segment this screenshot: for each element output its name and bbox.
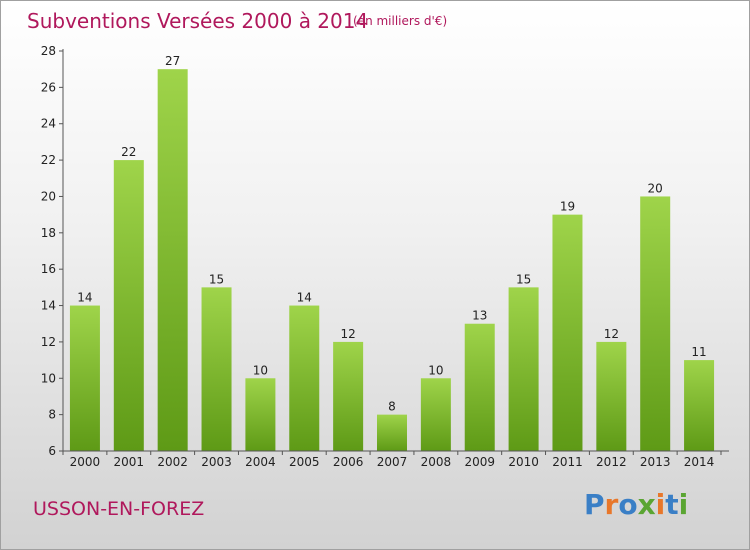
bar-2013 <box>640 196 671 451</box>
bar-2008 <box>420 378 451 451</box>
bar-2014 <box>684 360 715 451</box>
logo-letter: t <box>665 488 679 521</box>
bar-2003 <box>201 287 232 451</box>
logo-letter: x <box>637 488 656 521</box>
data-label: 8 <box>388 400 396 414</box>
bar-2006 <box>333 341 364 451</box>
bar-2010 <box>508 287 539 451</box>
x-tick-label: 2002 <box>157 455 188 469</box>
data-label: 10 <box>428 363 443 377</box>
x-tick-label: 2013 <box>640 455 671 469</box>
data-label: 10 <box>253 363 268 377</box>
data-label: 14 <box>297 291 312 305</box>
logo-letter: P <box>584 488 605 521</box>
bar-2011 <box>552 214 583 451</box>
x-tick-label: 2010 <box>508 455 539 469</box>
bar-2009 <box>464 323 495 451</box>
data-label: 20 <box>648 181 663 195</box>
y-tick-label: 22 <box>41 153 56 167</box>
bar-2001 <box>113 160 144 451</box>
data-label: 14 <box>77 291 92 305</box>
y-tick-label: 8 <box>48 408 56 422</box>
y-tick-label: 24 <box>41 117 56 131</box>
data-label: 15 <box>516 272 531 286</box>
x-tick-label: 2004 <box>245 455 276 469</box>
logo-letter: o <box>618 488 638 521</box>
y-tick-label: 20 <box>41 189 56 203</box>
bar-2002 <box>157 69 188 451</box>
y-tick-label: 14 <box>41 299 56 313</box>
bar-2000 <box>69 305 100 451</box>
commune-name: USSON-EN-FOREZ <box>33 498 205 520</box>
data-label: 11 <box>691 345 706 359</box>
chart-title: Subventions Versées 2000 à 2014 <box>27 9 369 33</box>
bar-2005 <box>289 305 320 451</box>
logo-letter: i <box>678 488 689 521</box>
chart-subtitle: (en milliers d'€) <box>353 14 448 28</box>
y-tick-label: 10 <box>41 371 56 385</box>
x-tick-label: 2007 <box>377 455 408 469</box>
y-tick-label: 28 <box>41 44 56 58</box>
logo-letter: r <box>604 488 619 521</box>
x-tick-label: 2012 <box>596 455 627 469</box>
bar-2007 <box>377 414 407 451</box>
x-tick-label: 2003 <box>201 455 232 469</box>
y-tick-label: 12 <box>41 335 56 349</box>
data-label: 27 <box>165 54 180 68</box>
bar-2004 <box>245 378 276 451</box>
x-tick-label: 2001 <box>114 455 145 469</box>
data-label: 13 <box>472 309 487 323</box>
x-tick-label: 2011 <box>552 455 583 469</box>
axes-group: 2000 2001 2002 2003 2004 2005 2006 2007 2008 2009… <box>41 44 729 469</box>
x-tick-label: 2008 <box>421 455 452 469</box>
data-label: 22 <box>121 145 136 159</box>
data-label: 19 <box>560 200 575 214</box>
logo-letter: i <box>655 488 666 521</box>
data-label: 15 <box>209 272 224 286</box>
y-tick-label: 18 <box>41 226 56 240</box>
proxiti-logo: Proxiti <box>584 488 688 521</box>
bars-group: 14 22 27 15 10 14 12 8 10 13 15 19 12 20 11 <box>69 54 715 451</box>
data-label: 12 <box>604 327 619 341</box>
y-tick-label: 16 <box>41 262 56 276</box>
y-tick-label: 6 <box>48 444 56 458</box>
x-tick-label: 2014 <box>684 455 715 469</box>
x-tick-label: 2005 <box>289 455 320 469</box>
bar-2012 <box>596 341 627 451</box>
x-tick-label: 2000 <box>70 455 101 469</box>
data-label: 12 <box>340 327 355 341</box>
x-tick-label: 2009 <box>464 455 495 469</box>
y-tick-label: 26 <box>41 80 56 94</box>
x-tick-label: 2006 <box>333 455 364 469</box>
